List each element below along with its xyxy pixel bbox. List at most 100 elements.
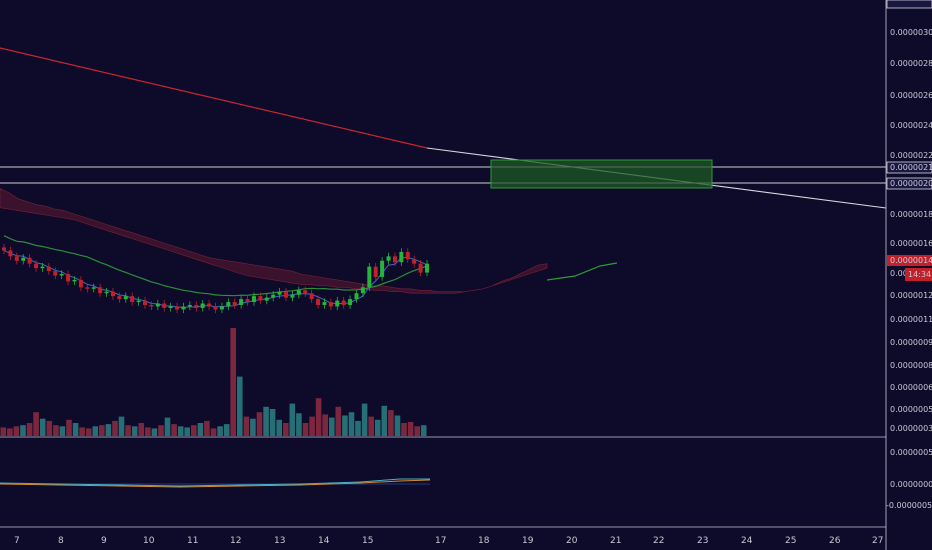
volume-bar: [138, 423, 145, 436]
volume-bar: [177, 426, 184, 436]
candle-body: [373, 266, 378, 277]
candle-body: [136, 300, 141, 303]
volume-bar: [223, 424, 230, 436]
volume-bar: [26, 423, 33, 436]
volume-bar: [92, 426, 99, 436]
candle-body: [66, 274, 71, 282]
candle-body: [59, 274, 64, 276]
candle-body: [418, 263, 423, 273]
candle-body: [168, 306, 173, 308]
x-tick: 17: [435, 536, 446, 546]
y-tick: 0.00000037: [890, 424, 932, 433]
volume-bar: [374, 419, 381, 436]
candle-body: [149, 305, 154, 307]
volume-bar: [237, 376, 243, 436]
candle-body: [14, 256, 19, 261]
volume-bar: [164, 417, 171, 436]
target-zone-box[interactable]: [490, 159, 713, 189]
x-tick: 9: [101, 536, 107, 546]
candles-group: [2, 243, 429, 314]
x-tick: 21: [610, 536, 621, 546]
candle-body: [2, 247, 6, 251]
candle-body: [219, 306, 224, 310]
volume-bar: [197, 423, 204, 436]
candle-body: [85, 287, 90, 289]
candle-body: [258, 296, 263, 301]
last-price-tag-box: [887, 255, 932, 266]
volume-bar: [335, 406, 342, 436]
volume-bar: [315, 398, 322, 436]
candle-body: [239, 299, 244, 305]
candle-body: [104, 291, 109, 294]
candle-body: [130, 296, 135, 303]
volume-bar: [355, 420, 361, 436]
volume-bar: [283, 423, 289, 436]
y-tick: 0.00000095: [890, 338, 932, 347]
volume-bar: [85, 428, 92, 436]
volume-bar: [230, 328, 236, 436]
volume-bar: [184, 427, 190, 436]
x-tick: 13: [274, 536, 285, 546]
candle-body: [303, 290, 308, 294]
volume-bar: [329, 417, 335, 436]
candle-body: [328, 302, 333, 307]
volume-bar: [348, 412, 355, 436]
x-tick: 8: [58, 536, 64, 546]
last-price-tag: 0.00000148: [890, 256, 932, 265]
volume-bar: [256, 412, 263, 436]
volume-bar: [250, 418, 256, 436]
candle-body: [46, 266, 51, 272]
x-tick: 15: [362, 536, 373, 546]
candle-body: [399, 251, 404, 263]
countdown-tag-box: [905, 268, 932, 281]
volume-bar: [217, 426, 223, 436]
x-tick: 7: [14, 536, 20, 546]
volume-bar: [99, 425, 105, 436]
candle-body: [348, 299, 353, 305]
candle-body: [316, 299, 321, 305]
ichimoku-cloud: [0, 188, 548, 294]
volume-bar: [125, 425, 131, 436]
volume-bar: [105, 424, 112, 436]
volume-bar: [210, 428, 217, 436]
candle-body: [53, 271, 58, 276]
date-axis-ticks[interactable]: 7 8 9 10 11 12 13 14 15 17 18 19 20 21 2…: [14, 536, 883, 546]
volume-bar: [322, 414, 328, 436]
candle-body: [360, 287, 365, 294]
volume-bar: [420, 425, 427, 436]
x-tick: 12: [230, 536, 241, 546]
candle-body: [8, 250, 13, 257]
x-tick: 24: [741, 536, 753, 546]
candle-body: [200, 303, 205, 308]
candle-body: [123, 296, 128, 300]
volume-bar: [388, 410, 394, 436]
candle-body: [21, 257, 26, 261]
volume-bar: [342, 415, 348, 436]
volume-bar: [72, 423, 79, 436]
candle-body: [251, 296, 256, 303]
x-tick: 20: [566, 536, 578, 546]
volume-bar: [414, 426, 420, 436]
volume-bar: [401, 423, 407, 436]
x-tick: 19: [522, 536, 534, 546]
candle-body: [392, 256, 397, 263]
ema-line: [0, 47, 428, 149]
y-tick: 0.00000065: [890, 383, 932, 392]
volume-bar: [131, 426, 138, 436]
volume-bar: [276, 419, 282, 436]
candle-body: [405, 251, 410, 260]
oscillator-signal-line: [0, 479, 431, 488]
countdown-tag: 14:34: [908, 270, 931, 279]
volume-bar: [13, 426, 20, 436]
